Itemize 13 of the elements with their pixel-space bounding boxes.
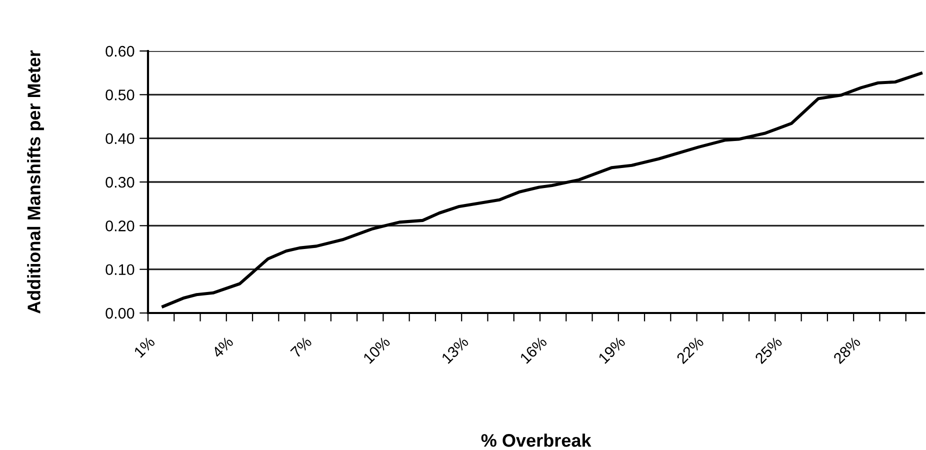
y-tick-label: 0.60 — [106, 46, 134, 57]
x-tick-label: 7% — [290, 336, 312, 358]
y-tick-label: 0.00 — [106, 308, 134, 319]
line-series — [162, 72, 923, 308]
x-axis-title: % Overbreak — [481, 434, 592, 447]
y-axis-title: Additional Manshifts per Meter — [27, 50, 44, 314]
y-tick-label: 0.10 — [106, 264, 134, 276]
x-tick-label: 1% — [134, 336, 156, 358]
y-tick-label: 0.30 — [106, 176, 134, 188]
y-tick-label: 0.20 — [106, 220, 134, 232]
x-tick-label: 4% — [211, 336, 234, 358]
y-tick-label: 0.40 — [106, 133, 134, 144]
y-tick-label: 0.50 — [106, 90, 134, 100]
